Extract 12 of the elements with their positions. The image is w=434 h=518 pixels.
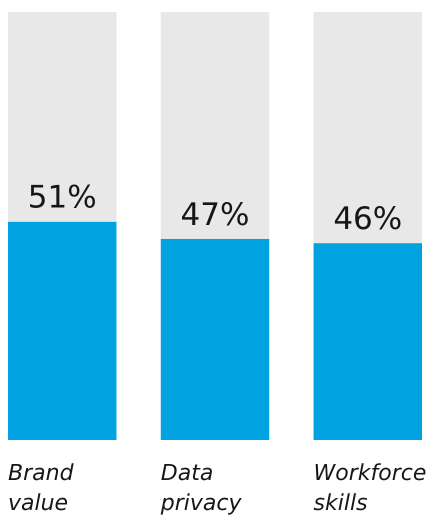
data-label: 51% — [28, 180, 97, 216]
bar — [314, 243, 422, 440]
bar — [8, 12, 116, 222]
x-tick-label: Data privacy — [160, 461, 242, 516]
bar — [314, 12, 422, 244]
bar — [160, 238, 270, 440]
x-tick-label: Brand value — [8, 461, 75, 516]
bar — [8, 222, 116, 440]
data-label: 47% — [180, 196, 250, 233]
bar — [160, 12, 270, 239]
x-tick-label: Workforce skills — [314, 461, 426, 516]
data-label: 46% — [333, 201, 402, 238]
